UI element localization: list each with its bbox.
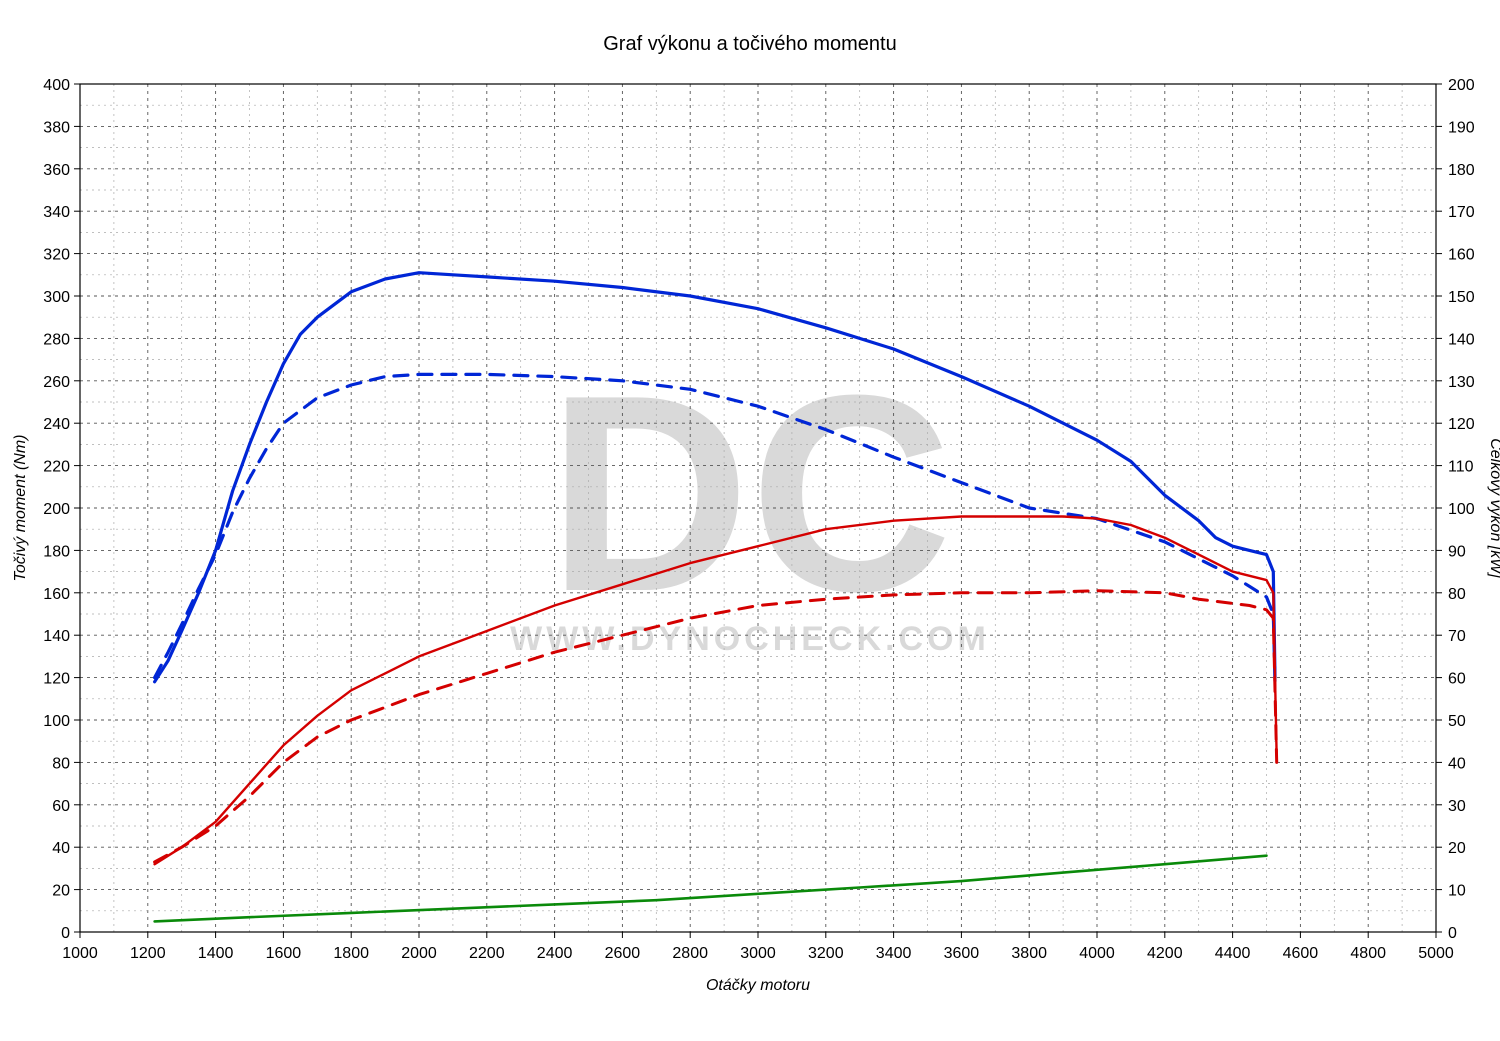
watermark: DC WWW.DYNOCHECK.COM: [510, 338, 990, 658]
watermark-letters: DC: [548, 338, 952, 650]
svg-text:40: 40: [1448, 755, 1466, 772]
y-right-axis-label: Celkový výkon [kW]: [1487, 438, 1500, 578]
svg-text:3400: 3400: [876, 945, 912, 962]
svg-text:2800: 2800: [672, 945, 708, 962]
svg-text:240: 240: [43, 416, 70, 433]
svg-text:10: 10: [1448, 883, 1466, 900]
svg-text:220: 220: [43, 459, 70, 476]
svg-text:80: 80: [1448, 586, 1466, 603]
svg-text:110: 110: [1448, 459, 1474, 476]
svg-text:90: 90: [1448, 543, 1466, 560]
svg-text:4600: 4600: [1283, 945, 1319, 962]
svg-text:260: 260: [43, 374, 70, 391]
svg-text:2000: 2000: [401, 945, 437, 962]
svg-text:30: 30: [1448, 798, 1466, 815]
y-left-axis-label: Točivý moment (Nm): [12, 435, 29, 582]
svg-text:4200: 4200: [1147, 945, 1183, 962]
svg-text:120: 120: [43, 671, 70, 688]
svg-text:0: 0: [1448, 925, 1457, 942]
svg-text:190: 190: [1448, 119, 1475, 136]
svg-text:300: 300: [43, 289, 70, 306]
svg-text:3800: 3800: [1011, 945, 1047, 962]
chart-stage: Graf výkonu a točivého momentu DC WWW.DY…: [0, 0, 1500, 1041]
dyno-chart: Graf výkonu a točivého momentu DC WWW.DY…: [0, 0, 1500, 1041]
svg-text:1200: 1200: [130, 945, 166, 962]
watermark-url: WWW.DYNOCHECK.COM: [510, 620, 990, 658]
svg-text:180: 180: [1448, 162, 1475, 179]
svg-text:20: 20: [52, 883, 70, 900]
x-axis-label: Otáčky motoru: [706, 977, 810, 994]
svg-text:2600: 2600: [605, 945, 641, 962]
svg-text:60: 60: [1448, 671, 1466, 688]
series-losses: [155, 856, 1267, 922]
svg-text:2400: 2400: [537, 945, 573, 962]
svg-text:4800: 4800: [1350, 945, 1386, 962]
svg-text:140: 140: [43, 628, 70, 645]
svg-text:320: 320: [43, 247, 70, 264]
svg-text:1600: 1600: [266, 945, 302, 962]
svg-text:70: 70: [1448, 628, 1466, 645]
svg-text:5000: 5000: [1418, 945, 1454, 962]
svg-text:340: 340: [43, 204, 70, 221]
svg-text:80: 80: [52, 755, 70, 772]
svg-text:400: 400: [43, 77, 70, 94]
svg-text:50: 50: [1448, 713, 1466, 730]
svg-text:200: 200: [1448, 77, 1475, 94]
svg-text:360: 360: [43, 162, 70, 179]
svg-text:380: 380: [43, 119, 70, 136]
svg-text:130: 130: [1448, 374, 1475, 391]
svg-text:120: 120: [1448, 416, 1475, 433]
svg-text:160: 160: [43, 586, 70, 603]
svg-text:140: 140: [1448, 331, 1475, 348]
chart-title: Graf výkonu a točivého momentu: [603, 33, 896, 55]
svg-text:200: 200: [43, 501, 70, 518]
svg-text:60: 60: [52, 798, 70, 815]
svg-text:180: 180: [43, 543, 70, 560]
svg-text:40: 40: [52, 840, 70, 857]
svg-text:160: 160: [1448, 247, 1475, 264]
svg-text:170: 170: [1448, 204, 1475, 221]
svg-text:4000: 4000: [1079, 945, 1115, 962]
svg-text:3600: 3600: [944, 945, 980, 962]
svg-text:4400: 4400: [1215, 945, 1251, 962]
svg-text:0: 0: [61, 925, 70, 942]
svg-text:1000: 1000: [62, 945, 98, 962]
svg-text:20: 20: [1448, 840, 1466, 857]
svg-text:150: 150: [1448, 289, 1475, 306]
svg-text:1800: 1800: [333, 945, 369, 962]
svg-text:100: 100: [1448, 501, 1475, 518]
svg-text:100: 100: [43, 713, 70, 730]
chart-grid: [74, 84, 1442, 938]
svg-text:280: 280: [43, 331, 70, 348]
svg-text:1400: 1400: [198, 945, 234, 962]
svg-text:3200: 3200: [808, 945, 844, 962]
svg-text:2200: 2200: [469, 945, 505, 962]
svg-text:3000: 3000: [740, 945, 776, 962]
